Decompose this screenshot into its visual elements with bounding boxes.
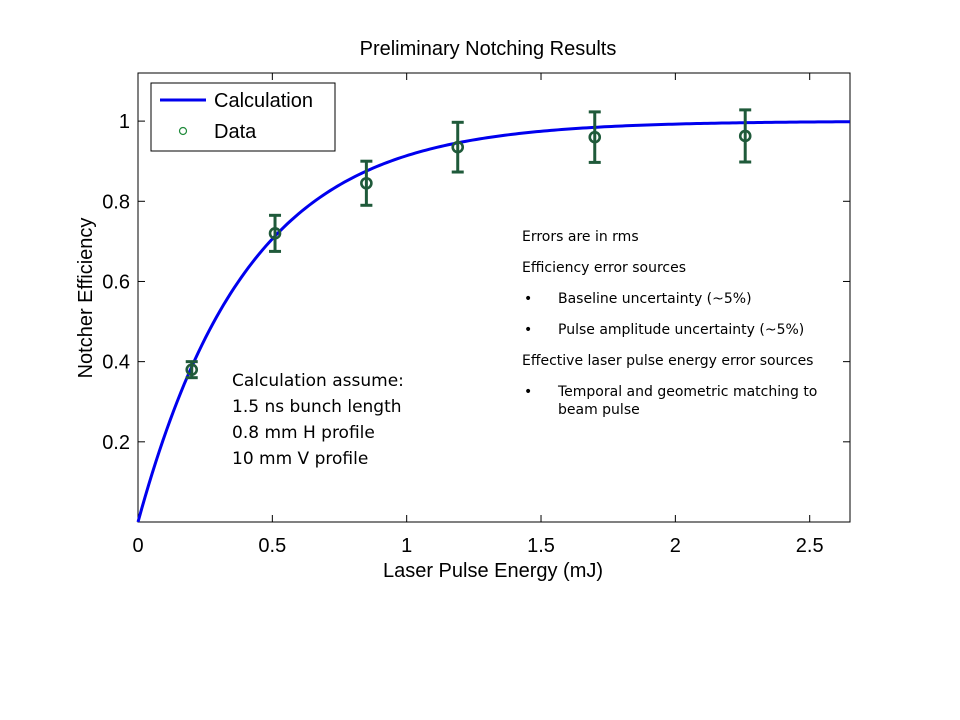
legend-label-calculation: Calculation xyxy=(214,90,313,112)
data-marker xyxy=(268,227,282,240)
assumption-line: 1.5 ns bunch length xyxy=(232,397,402,417)
x-tick-label: 1.5 xyxy=(527,535,555,557)
x-tick-label: 2.5 xyxy=(796,535,824,557)
data-point xyxy=(360,159,373,207)
y-tick-label: 0.6 xyxy=(102,271,130,293)
y-tick-label: 0.8 xyxy=(102,191,130,213)
efficiency-item-text: Baseline uncertainty (~5%) xyxy=(558,291,752,307)
bullet-glyph: • xyxy=(524,291,533,307)
y-axis-label: Notcher Efficiency xyxy=(75,218,97,379)
data-point xyxy=(185,360,199,380)
data-marker xyxy=(738,129,752,143)
legend: Calculation Data xyxy=(150,82,336,152)
chart-title: Preliminary Notching Results xyxy=(360,38,617,60)
x-tick-label: 0 xyxy=(132,535,143,557)
efficiency-item: • Pulse amplitude uncertainty (~5%) xyxy=(522,321,822,339)
data-point xyxy=(738,108,752,164)
data-marker xyxy=(588,130,602,144)
assumption-line: 0.8 mm H profile xyxy=(232,423,375,443)
y-tick-label: 1 xyxy=(119,111,130,133)
x-tick-label: 1 xyxy=(401,535,412,557)
efficiency-item-text: Pulse amplitude uncertainty (~5%) xyxy=(558,322,805,338)
y-tick-label: 0.2 xyxy=(102,432,130,454)
plot-frame xyxy=(137,72,851,523)
energy-item-text: Temporal and geometric matching to beam … xyxy=(558,384,818,418)
bullet-glyph: • xyxy=(524,384,533,400)
assumption-note: Calculation assume: 1.5 ns bunch length … xyxy=(232,368,404,472)
assumption-line: 10 mm V profile xyxy=(232,449,369,469)
plot-area xyxy=(136,108,851,523)
x-tick-label: 0.5 xyxy=(258,535,286,557)
legend-marker-swatch xyxy=(178,126,188,136)
energy-heading: Effective laser pulse energy error sourc… xyxy=(522,353,814,369)
y-tick-label: 0.4 xyxy=(102,352,130,374)
bullet-glyph: • xyxy=(524,322,533,338)
data-point xyxy=(588,110,602,164)
energy-item: • Temporal and geometric matching to bea… xyxy=(522,383,822,419)
assumption-line: Calculation assume: xyxy=(232,371,404,391)
errors-heading: Errors are in rms xyxy=(522,229,639,245)
x-tick-label: 2 xyxy=(670,535,681,557)
legend-label-data: Data xyxy=(214,121,257,143)
x-axis-label: Laser Pulse Energy (mJ) xyxy=(383,560,603,582)
data-point xyxy=(451,120,465,174)
efficiency-item: • Baseline uncertainty (~5%) xyxy=(522,290,822,308)
calculation-curve xyxy=(136,120,851,523)
data-marker xyxy=(451,140,465,154)
data-marker xyxy=(360,176,373,190)
data-point xyxy=(268,213,282,253)
legend-box xyxy=(150,82,336,152)
efficiency-heading: Efficiency error sources xyxy=(522,260,687,276)
data-marker xyxy=(185,363,199,376)
error-sources-note: Errors are in rms Efficiency error sourc… xyxy=(522,228,822,432)
axis-tick-labels: 0 0.5 1 1.5 2 2.5 0.2 0.4 0.6 0.8 1 xyxy=(102,111,823,557)
